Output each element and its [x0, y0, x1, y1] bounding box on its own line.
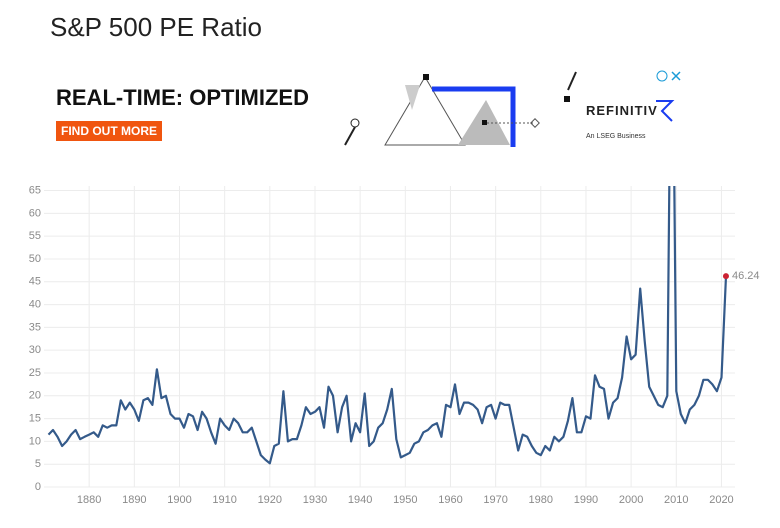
y-tick-label: 0 [35, 481, 41, 493]
y-tick-label: 55 [29, 230, 41, 242]
x-tick-label: 1880 [77, 494, 101, 506]
x-tick-label: 1920 [258, 494, 282, 506]
ad-brand: REFINITIV [586, 103, 658, 118]
x-tick-label: 2010 [664, 494, 688, 506]
y-tick-label: 10 [29, 435, 41, 447]
y-tick-label: 65 [29, 184, 41, 196]
ad-tagline: An LSEG Business [586, 133, 646, 140]
x-tick-label: 1990 [574, 494, 598, 506]
x-tick-label: 1940 [348, 494, 372, 506]
x-tick-label: 1960 [438, 494, 462, 506]
x-tick-label: 1930 [303, 494, 327, 506]
ad-headline: REAL-TIME: OPTIMIZED [56, 85, 309, 110]
ad-banner[interactable]: REAL-TIME: OPTIMIZED FIND OUT MORE REFIN… [50, 65, 690, 150]
y-tick-label: 35 [29, 321, 41, 333]
last-value-label: 46.24 [732, 270, 760, 282]
y-tick-label: 25 [29, 367, 41, 379]
ad-button[interactable]: FIND OUT MORE [56, 121, 162, 141]
ad-close[interactable] [656, 65, 686, 89]
y-tick-label: 40 [29, 298, 41, 310]
y-tick-label: 45 [29, 276, 41, 288]
series-line [47, 186, 728, 465]
plot-area [47, 186, 728, 465]
x-tick-label: 1900 [167, 494, 191, 506]
ad-graphic [344, 74, 540, 147]
x-tick-label: 2000 [619, 494, 643, 506]
x-tick-label: 1980 [529, 494, 553, 506]
x-tick-label: 2020 [709, 494, 733, 506]
ad-logo [656, 100, 675, 122]
y-tick-label: 5 [35, 458, 41, 470]
x-tick-label: 1890 [122, 494, 146, 506]
y-tick-label: 20 [29, 390, 41, 402]
y-tick-label: 60 [29, 207, 41, 219]
page-title: S&P 500 PE Ratio [50, 12, 262, 42]
last-point [722, 273, 729, 280]
y-tick-label: 50 [29, 253, 41, 265]
x-tick-label: 1950 [393, 494, 417, 506]
x-tick-label: 1910 [212, 494, 236, 506]
x-tick-label: 1970 [483, 494, 507, 506]
y-tick-label: 15 [29, 412, 41, 424]
y-tick-label: 30 [29, 344, 41, 356]
ad-icon [564, 71, 577, 102]
